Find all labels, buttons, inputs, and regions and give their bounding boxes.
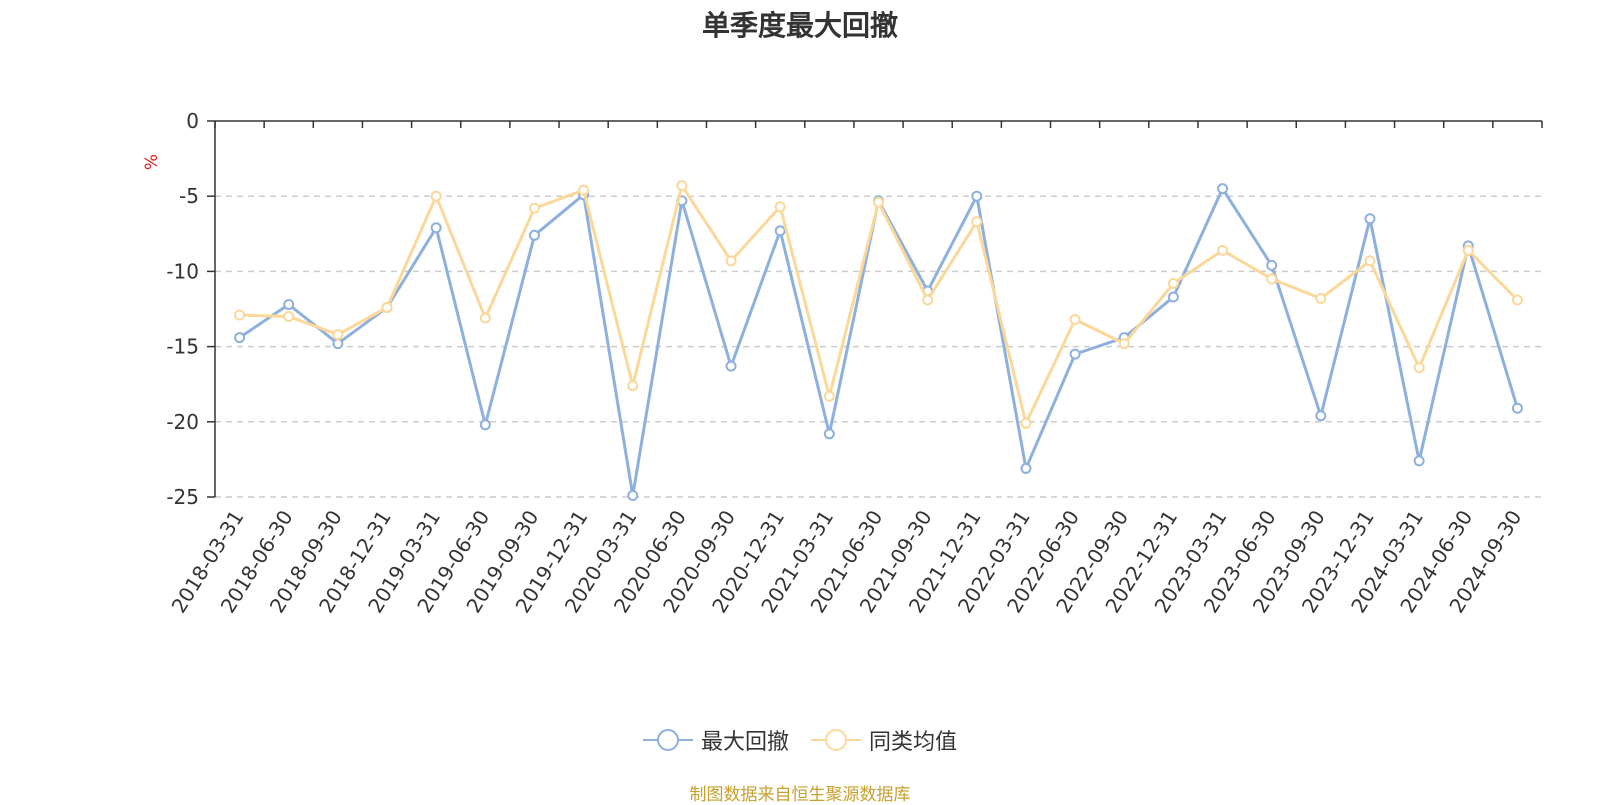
data-point[interactable] xyxy=(774,201,786,213)
data-point[interactable] xyxy=(1364,213,1376,225)
data-point[interactable] xyxy=(823,428,835,440)
data-point[interactable] xyxy=(725,255,737,267)
data-point[interactable] xyxy=(430,190,442,202)
data-point[interactable] xyxy=(1167,277,1179,289)
data-point[interactable] xyxy=(774,225,786,237)
data-point[interactable] xyxy=(283,298,295,310)
data-point[interactable] xyxy=(234,309,246,321)
data-point[interactable] xyxy=(332,329,344,341)
legend-item-max-drawdown[interactable]: 最大回撤 xyxy=(642,724,789,756)
data-point[interactable] xyxy=(1462,244,1474,256)
legend-item-peer-average[interactable]: 同类均值 xyxy=(811,724,957,756)
y-axis-unit-label: % xyxy=(142,154,162,170)
chart-title: 单季度最大回撤 xyxy=(701,9,898,42)
legend: 最大回撤 同类均值 xyxy=(0,722,1600,758)
data-point[interactable] xyxy=(1364,255,1376,267)
data-point[interactable] xyxy=(676,180,688,192)
data-point[interactable] xyxy=(234,332,246,344)
y-tick-label: 0 xyxy=(186,109,199,133)
data-point[interactable] xyxy=(823,390,835,402)
data-point[interactable] xyxy=(627,489,639,501)
data-point[interactable] xyxy=(971,216,983,228)
series-lines xyxy=(234,180,1523,501)
data-point[interactable] xyxy=(971,190,983,202)
data-point[interactable] xyxy=(1217,183,1229,195)
legend-line-circle-icon xyxy=(642,729,693,751)
data-point[interactable] xyxy=(1413,455,1425,467)
data-point[interactable] xyxy=(1020,462,1032,474)
data-point[interactable] xyxy=(283,311,295,323)
data-point[interactable] xyxy=(528,229,540,241)
data-point[interactable] xyxy=(381,301,393,313)
data-point[interactable] xyxy=(1266,273,1278,285)
data-point[interactable] xyxy=(479,419,491,431)
y-tick-label: -20 xyxy=(166,410,199,434)
data-point[interactable] xyxy=(1511,294,1523,306)
data-point[interactable] xyxy=(1315,292,1327,304)
data-point[interactable] xyxy=(479,312,491,324)
data-point[interactable] xyxy=(528,202,540,214)
data-point[interactable] xyxy=(332,338,344,350)
source-note: 制图数据来自恒生聚源数据库 xyxy=(689,785,911,805)
series-line-1 xyxy=(239,184,1519,425)
y-tick-label: -10 xyxy=(166,259,199,283)
data-point[interactable] xyxy=(430,222,442,234)
legend-label: 最大回撤 xyxy=(700,730,789,755)
data-point[interactable] xyxy=(1069,348,1081,360)
grid-lines xyxy=(215,195,1542,498)
data-point[interactable] xyxy=(1020,417,1032,429)
y-tick-label: -5 xyxy=(179,184,199,208)
data-point[interactable] xyxy=(1217,244,1229,256)
y-tick-label: -15 xyxy=(166,335,199,359)
series-line-0 xyxy=(238,187,1519,497)
data-point[interactable] xyxy=(1118,338,1130,350)
data-point[interactable] xyxy=(725,360,737,372)
legend-label: 同类均值 xyxy=(869,730,958,755)
legend-line-circle-icon xyxy=(811,729,861,751)
data-point[interactable] xyxy=(1413,362,1425,374)
data-point[interactable] xyxy=(873,196,884,208)
axes: 0-5-10-15-20-252018-03-312018-06-302018-… xyxy=(166,109,1543,617)
y-tick-label: -25 xyxy=(166,485,199,509)
data-point[interactable] xyxy=(1069,314,1081,326)
data-point[interactable] xyxy=(922,294,934,306)
data-point[interactable] xyxy=(578,184,590,196)
data-point[interactable] xyxy=(1315,410,1327,422)
data-point[interactable] xyxy=(1167,291,1179,303)
data-point[interactable] xyxy=(1266,259,1278,271)
data-point[interactable] xyxy=(627,380,639,392)
data-point[interactable] xyxy=(1511,402,1523,414)
